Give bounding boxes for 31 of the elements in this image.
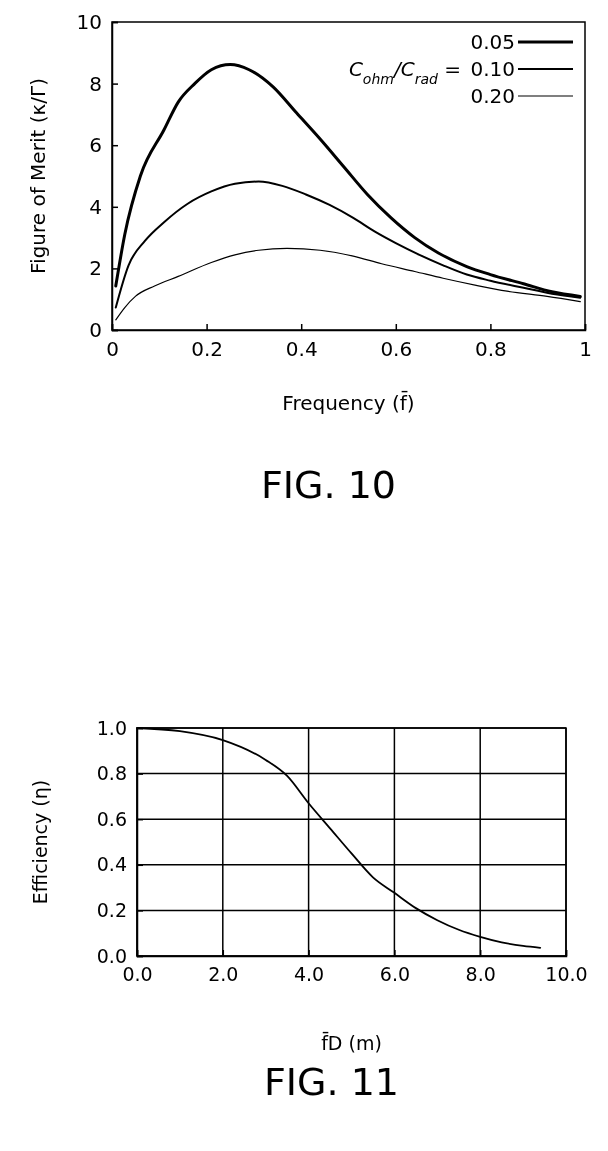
text: FIG. 11 [263,1060,400,1104]
x-tick-label: 6.0 [379,963,411,986]
x-tick-label: 8.0 [465,963,496,986]
y-tick-label: 0.6 [96,807,127,830]
legend-label: 0.20 [470,84,515,108]
x-tick-label: 4.0 [293,963,325,986]
y-tick-label: 1.0 [96,716,127,739]
x-tick-label: 0.6 [380,337,413,362]
y-tick-label: 6 [89,133,102,158]
y-tick-label: 0.2 [96,898,127,921]
y-axis-title: Efficiency (η) [28,779,51,905]
x-tick-label: 0.8 [474,337,507,362]
text: FIG. 10 [260,463,397,507]
legend-label: 0.10 [470,57,515,81]
x-axis-title: f̄D (m) [321,1030,382,1054]
y-tick-label: 8 [89,71,102,96]
x-tick-label: 10.0 [545,963,588,986]
y-tick-label: 0 [89,317,102,342]
y-tick-label: 2 [89,256,102,281]
y-tick-label: 0.8 [96,762,127,785]
y-tick-label: 10 [76,9,102,34]
x-tick-label: 1 [579,337,592,362]
y-tick-label: 4 [89,194,102,219]
y-tick-label: 0.4 [96,853,127,876]
legend-title: C$_{ohm}$/C$_{rad}$ = [348,57,461,87]
y-axis-title: Figure of Merit (κ/Γ) [26,78,50,274]
x-axis-title: Frequency (f̄) [282,390,415,415]
x-tick-label: 0.2 [191,337,224,362]
x-tick-label: 0.4 [285,337,318,362]
x-tick-label: 2.0 [208,963,239,986]
legend-label: 0.05 [470,30,515,54]
